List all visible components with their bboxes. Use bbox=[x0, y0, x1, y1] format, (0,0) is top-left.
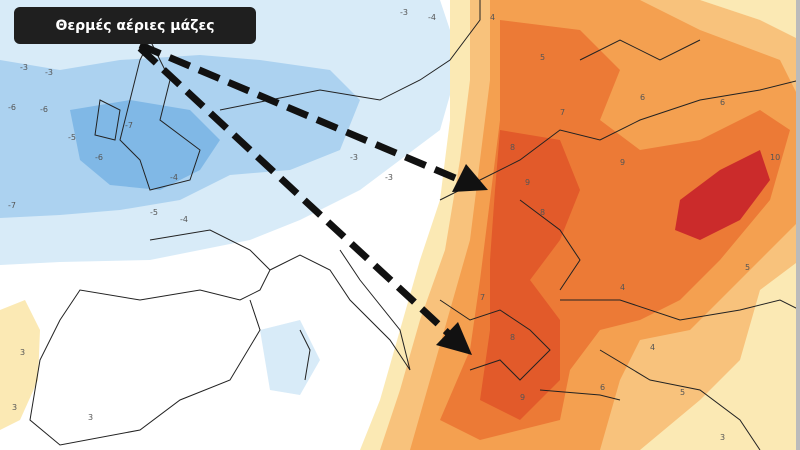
warm-anomaly-red bbox=[675, 150, 770, 240]
warm-anomaly-red-orange bbox=[480, 130, 580, 420]
map-border-right bbox=[796, 0, 800, 450]
anomaly-value-label: 5 bbox=[540, 53, 545, 62]
anomaly-value-label: -5 bbox=[150, 208, 158, 217]
anomaly-value-label: 8 bbox=[540, 208, 545, 217]
anomaly-value-label: 3 bbox=[20, 348, 25, 357]
cold-anomaly-dark bbox=[70, 100, 220, 190]
anomaly-value-label: 5 bbox=[745, 263, 750, 272]
warm-anomaly-pale-west bbox=[0, 300, 40, 430]
anomaly-value-label: 8 bbox=[510, 143, 515, 152]
anomaly-value-label: -6 bbox=[8, 103, 16, 112]
anomaly-value-label: 6 bbox=[720, 98, 725, 107]
anomaly-value-label: 9 bbox=[525, 178, 530, 187]
anomaly-value-label: 6 bbox=[640, 93, 645, 102]
arrow-to-greece bbox=[137, 45, 472, 355]
anomaly-value-label: 6 bbox=[600, 383, 605, 392]
anomaly-value-label: 3 bbox=[720, 433, 725, 442]
anomaly-value-label: -5 bbox=[68, 133, 76, 142]
anomaly-value-label: -4 bbox=[428, 13, 436, 22]
anomaly-value-label: -3 bbox=[45, 68, 53, 77]
anomaly-value-label: -6 bbox=[95, 153, 103, 162]
anomaly-value-label: 9 bbox=[620, 158, 625, 167]
anomaly-value-label: 9 bbox=[520, 393, 525, 402]
anomaly-value-label: -6 bbox=[40, 105, 48, 114]
anomaly-value-label: -3 bbox=[385, 173, 393, 182]
anomaly-value-label: 4 bbox=[620, 283, 625, 292]
anomaly-value-label: -7 bbox=[125, 121, 133, 130]
warm-air-masses-label: Θερμές αέριες μάζες bbox=[14, 7, 256, 44]
anomaly-value-label: 7 bbox=[480, 293, 485, 302]
anomaly-value-label: -3 bbox=[350, 153, 358, 162]
anomaly-value-label: 10 bbox=[770, 153, 780, 162]
cold-anomaly-south bbox=[260, 320, 320, 395]
anomaly-value-label: 7 bbox=[560, 108, 565, 117]
coastlines bbox=[29, 0, 800, 450]
anomaly-value-label: 8 bbox=[510, 333, 515, 342]
anomaly-value-label: 3 bbox=[12, 403, 17, 412]
anomaly-value-label: -4 bbox=[180, 215, 188, 224]
anomaly-value-label: 4 bbox=[650, 343, 655, 352]
anomaly-value-labels: -3 -3 -6 -6 -7 -5 -7 -6 -4 -5 -4 -3 -4 -3 -3 3 3 3 4 5 7 8 9 8 9… bbox=[8, 8, 780, 442]
anomaly-value-label: -3 bbox=[20, 63, 28, 72]
arrow-to-balkans-north bbox=[138, 41, 488, 192]
anomaly-value-label: -7 bbox=[8, 201, 16, 210]
anomaly-value-label: 5 bbox=[680, 388, 685, 397]
anomaly-value-label: 4 bbox=[490, 13, 495, 22]
anomaly-value-label: -4 bbox=[170, 173, 178, 182]
anomaly-value-label: 3 bbox=[88, 413, 93, 422]
anomaly-value-label: -3 bbox=[400, 8, 408, 17]
